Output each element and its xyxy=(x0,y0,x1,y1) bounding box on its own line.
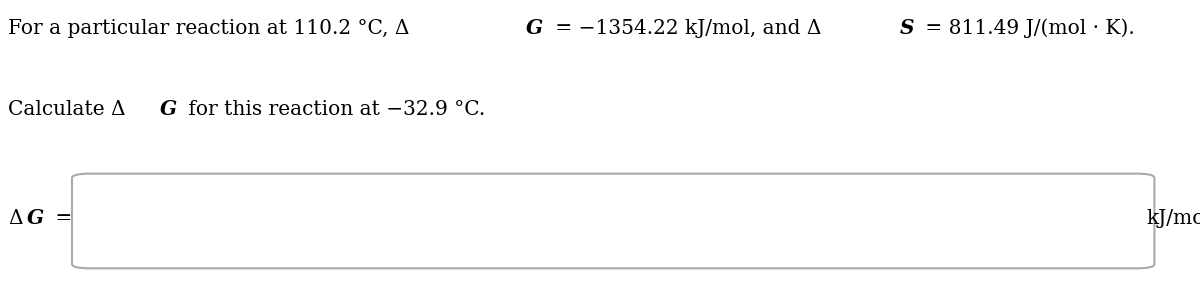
Text: Calculate Δ: Calculate Δ xyxy=(8,100,126,119)
Text: for this reaction at −32.9 °C.: for this reaction at −32.9 °C. xyxy=(182,100,486,119)
Text: For a particular reaction at 110.2 °C, Δ: For a particular reaction at 110.2 °C, Δ xyxy=(8,20,409,38)
Text: G: G xyxy=(527,18,544,38)
Text: =: = xyxy=(49,209,73,228)
Text: G: G xyxy=(160,99,178,119)
Text: kJ/mol: kJ/mol xyxy=(1146,209,1200,228)
Text: S: S xyxy=(900,18,914,38)
Text: = −1354.22 kJ/mol, and Δ: = −1354.22 kJ/mol, and Δ xyxy=(548,20,821,38)
FancyBboxPatch shape xyxy=(72,174,1154,268)
Text: G: G xyxy=(28,208,44,228)
Text: Δ: Δ xyxy=(8,209,23,228)
Text: = 811.49 J/(mol · K).: = 811.49 J/(mol · K). xyxy=(919,19,1134,38)
